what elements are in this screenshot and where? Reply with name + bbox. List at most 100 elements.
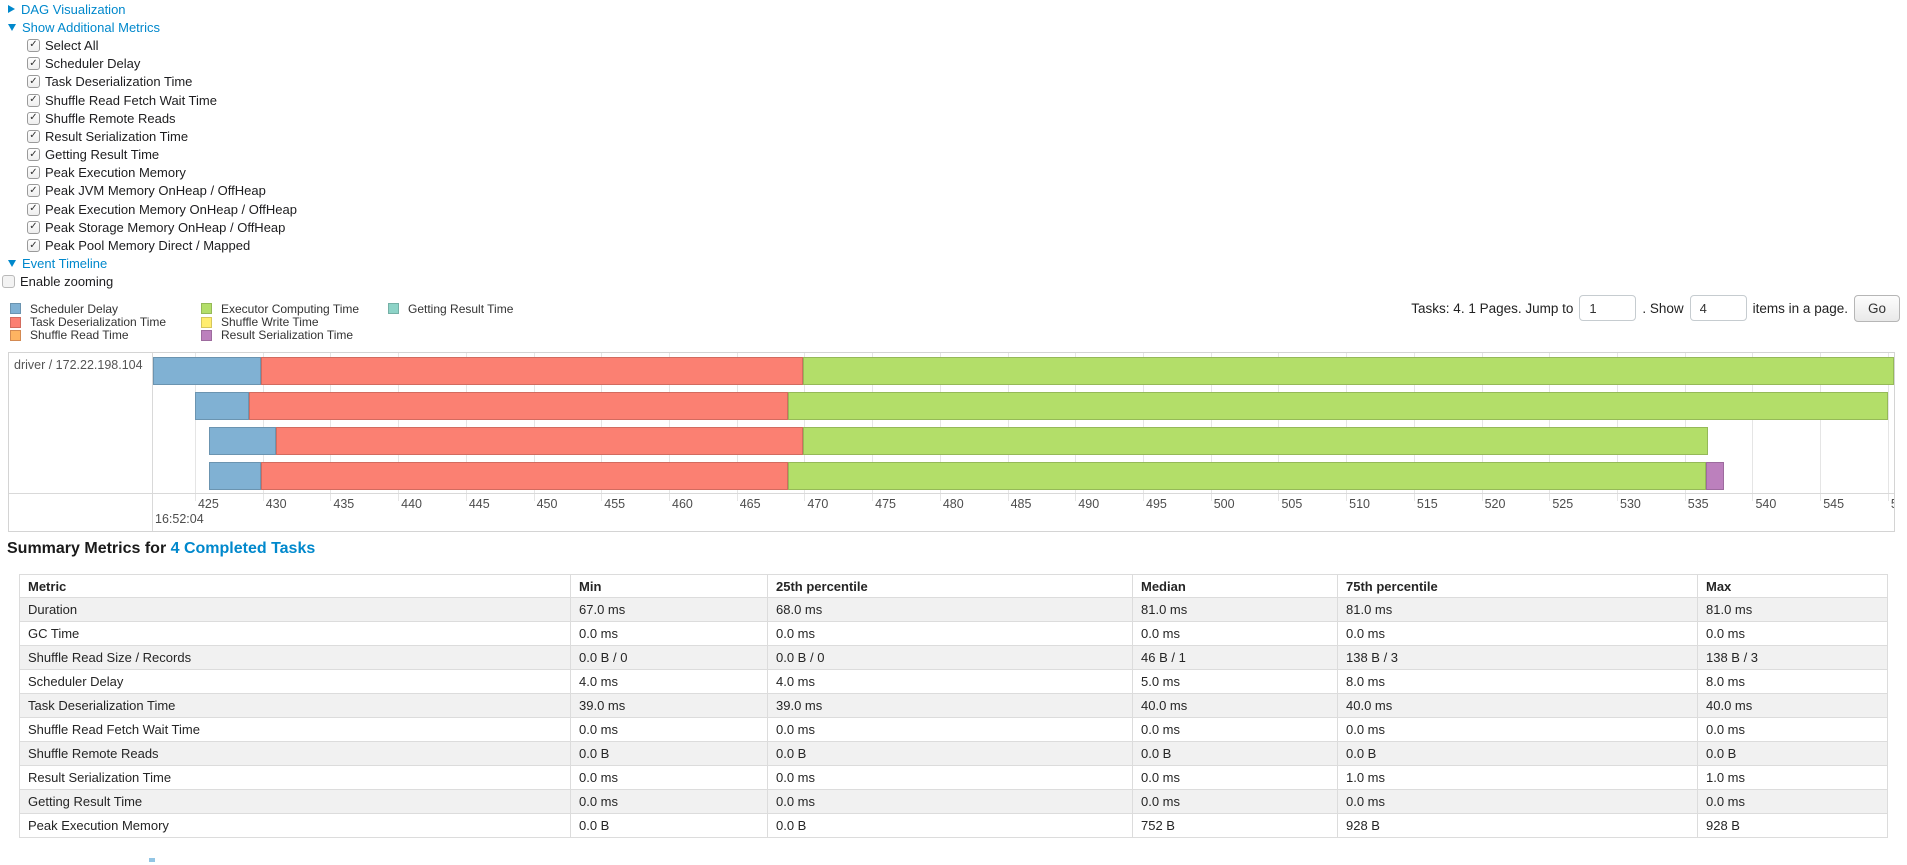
metric-checkbox-row[interactable]: ✓ Result Serialization Time	[0, 127, 480, 145]
timeline-gridline	[1007, 353, 1009, 493]
dag-visualization-link[interactable]: DAG Visualization	[21, 1, 126, 17]
timeline-tick-label: 495	[1146, 497, 1167, 511]
timeline-gridline-stub	[194, 494, 196, 501]
scheduler-delay-swatch-icon	[10, 303, 21, 315]
timeline-label-separator	[152, 353, 153, 531]
task-deserialization-swatch-icon	[10, 316, 21, 328]
timeline-gridline-stub	[601, 494, 603, 501]
metric-checkbox-row[interactable]: ✓ Peak Execution Memory OnHeap / OffHeap	[0, 200, 480, 218]
metric-checkbox-row[interactable]: ✓ Select All	[0, 36, 480, 54]
executor-computing-segment[interactable]	[788, 392, 1888, 420]
metric-checkbox-row[interactable]: ✓ Scheduler Delay	[0, 55, 480, 73]
timeline-gridline-stub	[1481, 494, 1483, 501]
metric-checkbox-checked[interactable]: ✓	[27, 129, 40, 143]
timeline-gridline-stub	[939, 494, 941, 501]
metric-value-cell: 138 B / 3	[1337, 645, 1698, 670]
metric-checkbox-row[interactable]: ✓ Peak Execution Memory	[0, 164, 480, 182]
metric-checkbox-checked[interactable]: ✓	[27, 57, 40, 71]
metric-checkbox-label: Scheduler Delay	[45, 56, 141, 72]
metric-checkbox-row[interactable]: ✓ Shuffle Remote Reads	[0, 109, 480, 127]
show-additional-metrics-link[interactable]: Show Additional Metrics	[22, 19, 161, 35]
metric-checkbox-checked[interactable]: ✓	[27, 93, 40, 107]
result-serialization-segment[interactable]	[1706, 462, 1725, 490]
metric-checkbox-row[interactable]: ✓ Peak Storage Memory OnHeap / OffHeap	[0, 218, 480, 236]
timeline-tick-label: 480	[942, 497, 964, 511]
metric-value-cell: 8.0 ms	[1697, 669, 1888, 694]
timeline-tick-label: 525	[1552, 497, 1574, 511]
timeline-gridline	[1210, 353, 1212, 493]
timeline-gridline-stub	[669, 494, 670, 501]
table-row: Result Serialization Time 0.0 ms 0.0 ms 0.0…	[19, 765, 1888, 790]
metric-checkbox-checked[interactable]: ✓	[27, 148, 40, 162]
enable-zooming-row[interactable]: Enable zooming	[0, 273, 480, 291]
metric-value-cell: 5.0 ms	[1132, 669, 1338, 694]
timeline-tick-label: 445	[468, 497, 490, 511]
timeline-axis-separator	[9, 493, 1894, 494]
timeline-tick-label: 505	[1281, 497, 1303, 511]
timeline-gridline	[939, 353, 941, 493]
timeline-gridline-stub	[1210, 494, 1212, 501]
go-button[interactable]: Go	[1853, 294, 1900, 322]
metric-value-cell: 0.0 ms	[1132, 765, 1338, 790]
metric-checkbox-checked[interactable]: ✓	[27, 38, 40, 52]
metric-checkbox-checked[interactable]: ✓	[27, 75, 40, 89]
metric-checkbox-checked[interactable]: ✓	[27, 202, 40, 216]
timeline-gridline	[1752, 353, 1754, 493]
timeline-gridline	[533, 353, 535, 493]
show-additional-metrics-toggle[interactable]: Show Additional Metrics	[0, 18, 480, 36]
legend-column: Scheduler Delay Task Deserialization Time…	[10, 302, 201, 342]
metric-value-cell: 0.0 ms	[767, 789, 1133, 814]
executor-computing-segment[interactable]	[803, 357, 1894, 385]
metric-checkbox-row[interactable]: ✓ Peak JVM Memory OnHeap / OffHeap	[0, 182, 480, 200]
timeline-gridline	[194, 353, 196, 493]
timeline-gridline-stub	[1075, 494, 1077, 501]
result-serialization-swatch-icon	[201, 329, 212, 341]
task-pagination-bar: Tasks: 4. 1 Pages. Jump to . Show items …	[1411, 293, 1900, 323]
metric-value-cell: 39.0 ms	[570, 693, 768, 718]
scheduler-delay-segment[interactable]	[208, 427, 277, 455]
metric-checkbox-row[interactable]: ✓ Getting Result Time	[0, 146, 480, 164]
metric-checkbox-row[interactable]: ✓ Peak Pool Memory Direct / Mapped	[0, 236, 480, 254]
metric-checkbox-checked[interactable]: ✓	[27, 166, 40, 180]
task-deserialization-segment[interactable]	[276, 427, 804, 455]
task-deserialization-segment[interactable]	[261, 462, 789, 490]
dag-visualization-toggle[interactable]: DAG Visualization	[0, 0, 480, 18]
metric-value-cell: 68.0 ms	[767, 597, 1133, 622]
metric-name-cell: Duration	[19, 597, 571, 622]
timeline-tick-label: 520	[1484, 497, 1506, 511]
jump-to-page-input[interactable]	[1579, 295, 1637, 321]
scheduler-delay-segment[interactable]	[208, 462, 262, 490]
completed-tasks-link[interactable]: 4 Completed Tasks	[170, 540, 316, 557]
metric-checkbox-row[interactable]: ✓ Task Deserialization Time	[0, 73, 480, 91]
metric-checkbox-checked[interactable]: ✓	[27, 239, 40, 253]
caret-down-icon	[8, 260, 16, 268]
enable-zooming-checkbox[interactable]	[2, 275, 15, 289]
metric-value-cell: 0.0 ms	[1337, 789, 1698, 814]
timeline-gridline-stub	[872, 494, 874, 501]
legend-entry: Executor Computing Time	[201, 302, 388, 316]
table-header-row: Metric Min 25th percentile Median 75th perce…	[19, 574, 1888, 598]
scheduler-delay-segment[interactable]	[153, 357, 262, 385]
timeline-tick-label: 450	[536, 497, 558, 511]
metric-checkbox-row[interactable]: ✓ Shuffle Read Fetch Wait Time	[0, 91, 480, 109]
table-header-cell: 25th percentile	[767, 574, 1133, 598]
executor-computing-segment[interactable]	[788, 462, 1707, 490]
enable-zooming-label: Enable zooming	[20, 274, 114, 290]
legend-entry: Scheduler Delay	[10, 302, 201, 316]
timeline-gridline-stub	[1413, 494, 1415, 501]
scheduler-delay-segment[interactable]	[194, 392, 250, 420]
task-deserialization-segment[interactable]	[249, 392, 789, 420]
event-timeline-link[interactable]: Event Timeline	[22, 256, 108, 272]
metric-checkbox-checked[interactable]: ✓	[27, 220, 40, 234]
metric-checkbox-checked[interactable]: ✓	[27, 184, 40, 198]
event-timeline-toggle[interactable]: Event Timeline	[0, 255, 480, 273]
metric-name-cell: Shuffle Read Fetch Wait Time	[19, 717, 571, 742]
task-deserialization-segment[interactable]	[261, 357, 804, 385]
timeline-gridline	[1143, 353, 1145, 493]
executor-computing-segment[interactable]	[803, 427, 1708, 455]
timeline-gridline	[1684, 353, 1686, 493]
timeline-gridline	[872, 353, 874, 493]
metric-value-cell: 0.0 ms	[570, 765, 768, 790]
items-per-page-input[interactable]	[1689, 295, 1747, 321]
metric-checkbox-checked[interactable]: ✓	[27, 111, 40, 125]
